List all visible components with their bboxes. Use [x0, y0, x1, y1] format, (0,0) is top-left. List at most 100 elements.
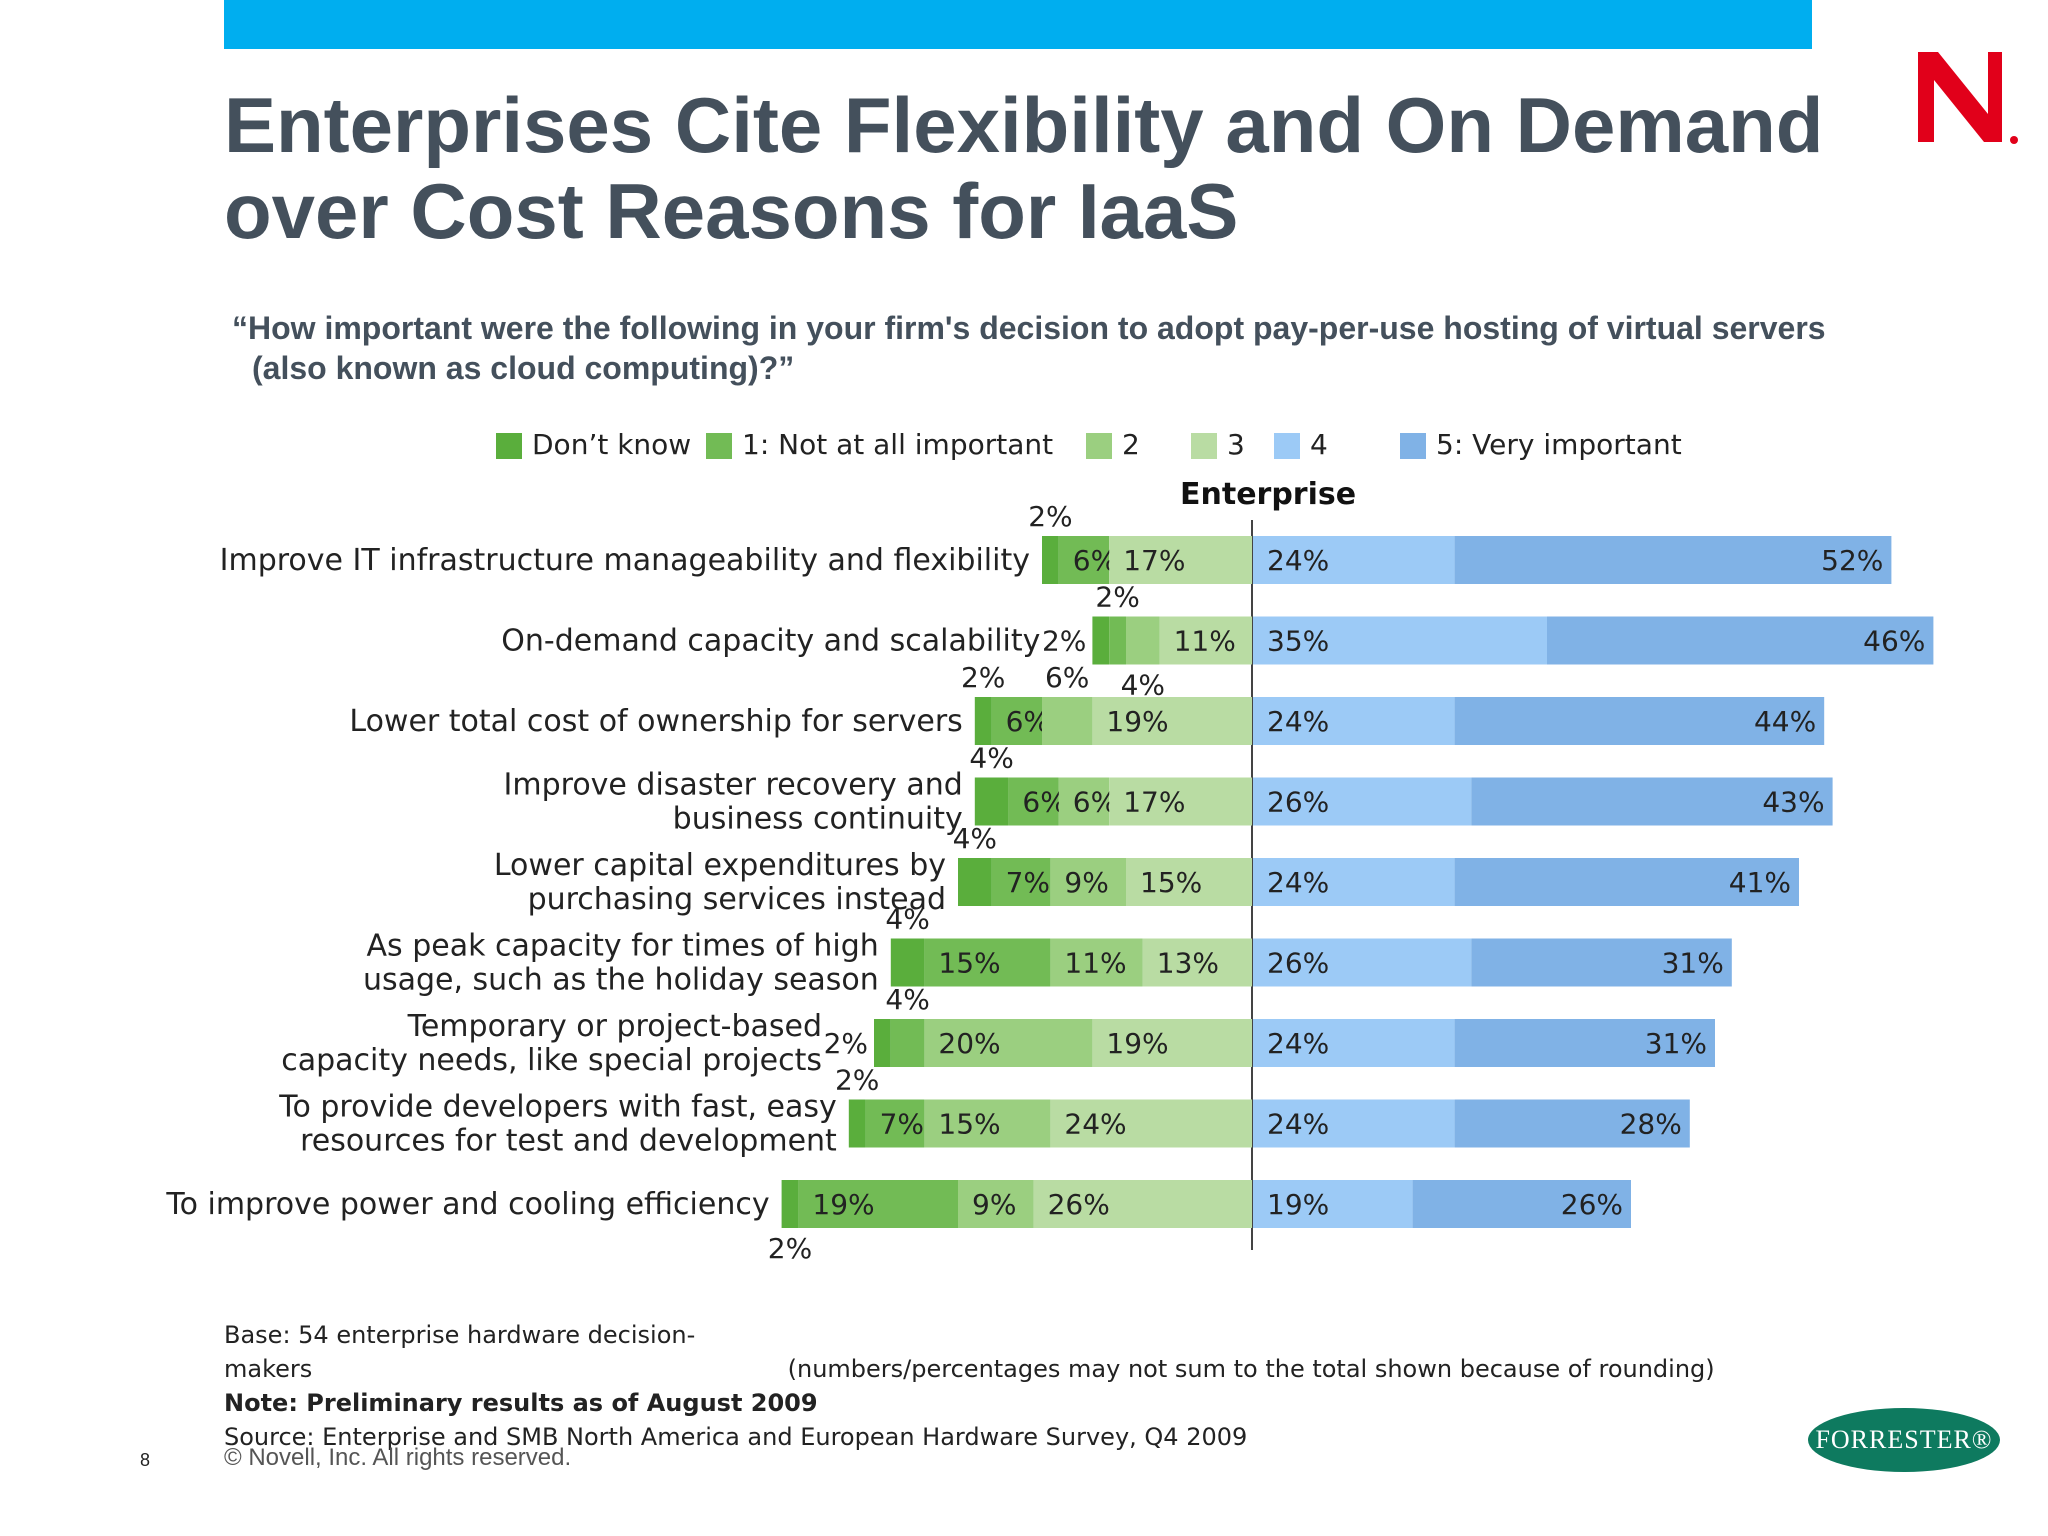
forrester-logo: FORRESTER® [1808, 1408, 2000, 1472]
data-label: 4% [953, 822, 997, 855]
bar-segment [1253, 1180, 1413, 1228]
data-label: 52% [1821, 544, 1883, 577]
bar-segment [1471, 777, 1833, 826]
data-label: 24% [1267, 1027, 1329, 1060]
data-label: 31% [1645, 1027, 1707, 1060]
bar-segment [1109, 616, 1126, 665]
bar-segment [1050, 1099, 1252, 1148]
category-label: Improve IT infrastructure manageability … [220, 543, 1030, 578]
data-label: 19% [1267, 1188, 1329, 1221]
legend-label: 1: Not at all important [742, 428, 1054, 461]
bar-segment [874, 1019, 891, 1067]
bar-segment [924, 1099, 1051, 1148]
category-label-line: Lower total cost of ownership for server… [349, 704, 962, 739]
data-label: 19% [1106, 1027, 1168, 1060]
bar-segment [958, 858, 992, 906]
bar-segment [991, 697, 1042, 745]
survey-question-line-1: “How important were the following in you… [232, 310, 1826, 346]
data-label: 11% [1064, 947, 1126, 980]
bar-segment [1058, 777, 1110, 826]
data-label: 4% [885, 983, 929, 1016]
data-label: 46% [1863, 625, 1925, 658]
chart-title: Enterprise [1180, 477, 1357, 512]
slide-title-line-1: Enterprises Cite Flexibility and On Dema… [224, 81, 1824, 169]
bar-segment [1454, 697, 1825, 745]
data-label: 2% [1095, 581, 1139, 614]
bar-segment [1253, 1099, 1455, 1148]
category-label-line: On-demand capacity and scalability [501, 624, 1040, 659]
footnote-base: Base: 54 enterprise hardware decision-ma… [224, 1321, 696, 1383]
data-label: 2% [835, 1064, 879, 1097]
data-label: 4% [969, 742, 1013, 775]
bar-segment [1253, 697, 1455, 745]
bar-segment [1253, 938, 1472, 987]
category-label-line: As peak capacity for times of high [367, 929, 879, 964]
data-label: 31% [1662, 947, 1724, 980]
bar-segment [1454, 1019, 1715, 1067]
survey-question: “How important were the following in you… [232, 308, 1972, 388]
bar-segment [1109, 536, 1252, 584]
data-label: 11% [1174, 625, 1236, 658]
bar-segment [1471, 938, 1732, 987]
category-label: To improve power and cooling efficiency [165, 1187, 769, 1222]
data-label: 35% [1267, 625, 1329, 658]
category-label-line: business continuity [673, 802, 963, 837]
data-label: 20% [938, 1027, 1000, 1060]
accent-bar [224, 0, 1812, 49]
category-label: On-demand capacity and scalability [501, 624, 1040, 659]
data-label: 28% [1620, 1108, 1682, 1141]
legend-label: 2 [1122, 428, 1140, 461]
category-label-line: To improve power and cooling efficiency [165, 1187, 769, 1222]
data-label: 19% [1106, 705, 1168, 738]
data-label: 41% [1729, 866, 1791, 899]
bar-segment [848, 1099, 866, 1148]
category-label: Temporary or project-based capacity needs… [281, 1009, 822, 1078]
legend-item: 2 [1086, 425, 1140, 465]
legend-item: 5: Very important [1400, 425, 1682, 465]
bar-segment [1253, 777, 1472, 826]
bar-segment [1454, 1099, 1690, 1148]
data-label: 6% [1045, 661, 1089, 694]
bar-segment [865, 1099, 925, 1148]
category-label-line: resources for test and development [300, 1124, 837, 1159]
legend-item: Don’t know [496, 425, 691, 465]
data-label: 26% [1267, 947, 1329, 980]
bar-segment [1033, 1180, 1252, 1228]
bar-segment [1126, 858, 1252, 906]
category-label-line: Improve disaster recovery and [504, 768, 963, 803]
footnotes: Base: 54 enterprise hardware decision-ma… [224, 1318, 1715, 1454]
data-label: 24% [1267, 705, 1329, 738]
data-label: 7% [880, 1108, 924, 1141]
footnote-note: Note: Preliminary results as of August 2… [224, 1389, 818, 1417]
legend-item: 1: Not at all important [706, 425, 1053, 465]
category-label: To provide developers with fast, easy res… [278, 1090, 837, 1159]
bar-segment [924, 1019, 1093, 1067]
category-label: Lower total cost of ownership for server… [349, 704, 962, 739]
legend-swatch [1274, 433, 1300, 459]
survey-question-line-2: (also known as cloud computing)?” [252, 350, 795, 386]
category-label-line: usage, such as the holiday season [363, 963, 879, 998]
bar-segment [1253, 616, 1547, 665]
category-label: Lower capital expenditures by purchasing … [494, 848, 946, 917]
bar-segment [1454, 536, 1892, 584]
category-label-line: purchasing services instead [528, 882, 946, 917]
bar-segment [924, 938, 1051, 987]
bar-segment [974, 697, 992, 745]
data-label: 9% [972, 1188, 1016, 1221]
footnote-source: Source: Enterprise and SMB North America… [224, 1423, 1248, 1451]
category-label-line: Temporary or project-based [407, 1009, 822, 1044]
bar-segment [890, 1019, 925, 1067]
legend-item: 3 [1191, 425, 1245, 465]
bar-segment [991, 858, 1051, 906]
data-label: 24% [1064, 1108, 1126, 1141]
bar-segment [1092, 697, 1252, 745]
data-label: 24% [1267, 866, 1329, 899]
data-label: 26% [1267, 786, 1329, 819]
novell-n-logo-icon [1918, 52, 2018, 144]
legend-item: 4 [1274, 425, 1328, 465]
bar-segment [1042, 536, 1059, 584]
legend-swatch [496, 433, 522, 459]
category-label: As peak capacity for times of high usage,… [363, 929, 879, 998]
bar-segment [958, 1180, 1034, 1228]
legend-label: 3 [1227, 428, 1245, 461]
